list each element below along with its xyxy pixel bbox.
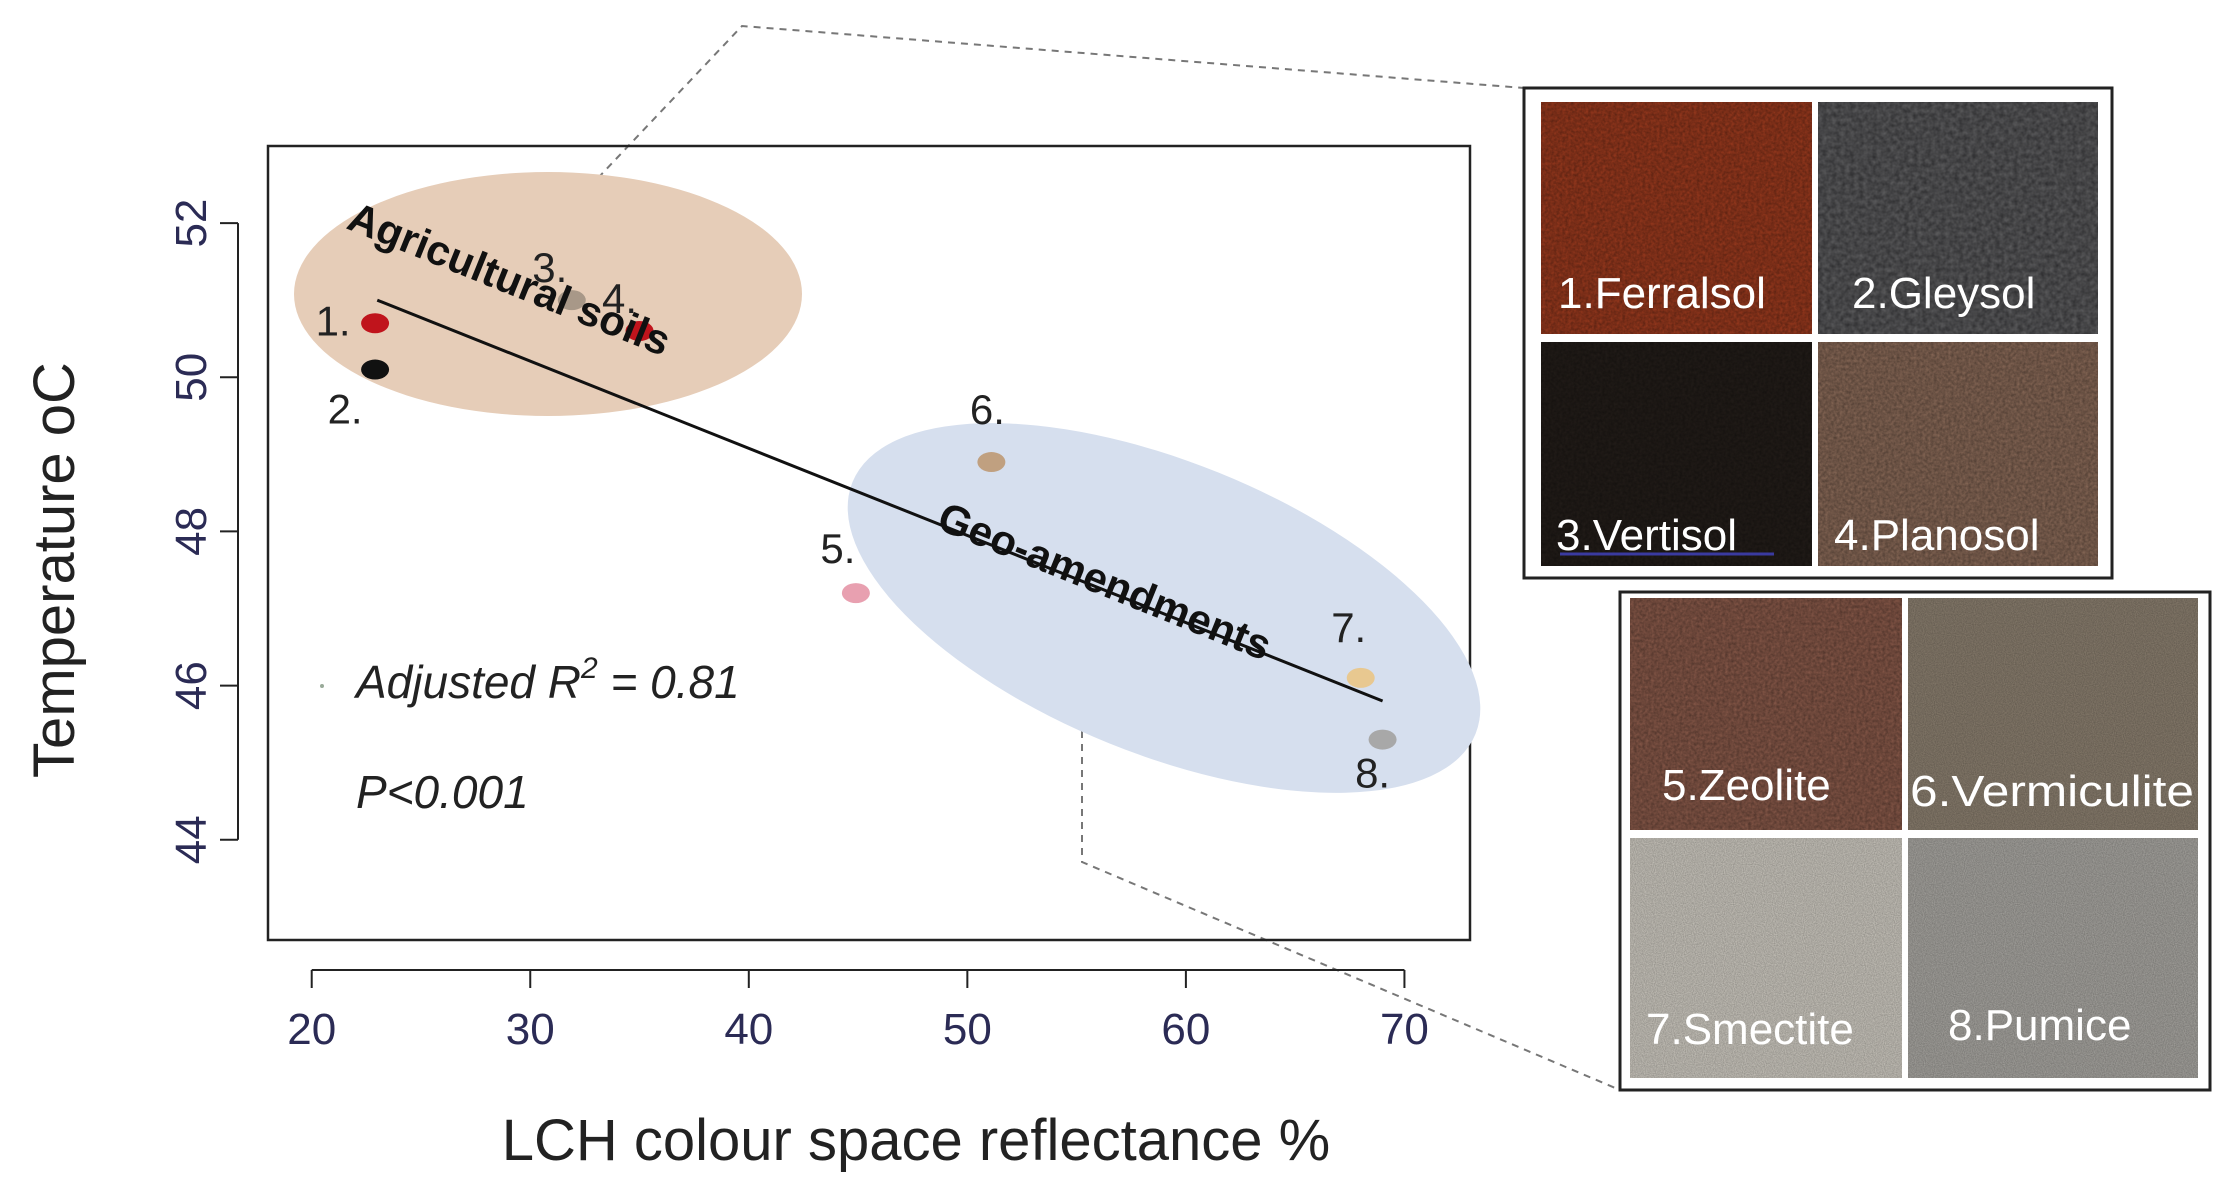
point-label: 5. xyxy=(820,525,855,572)
agricultural-soils-ellipse xyxy=(294,172,802,416)
data-point xyxy=(625,321,654,342)
point-label: 2. xyxy=(328,386,363,433)
x-tick-label: 20 xyxy=(287,1005,336,1054)
pumice-label: 8.Pumice xyxy=(1948,1001,2131,1050)
y-tick-label: 50 xyxy=(167,353,216,402)
ferralsol-texture xyxy=(1541,102,1812,334)
data-point xyxy=(361,359,390,380)
pumice-texture xyxy=(1908,838,2198,1078)
y-tick-label: 48 xyxy=(167,507,216,556)
y-axis-title-unit: oC xyxy=(22,362,87,436)
data-point xyxy=(977,452,1006,473)
sample-tile-planosol: 4.Planosol xyxy=(1818,342,2098,566)
trend-line xyxy=(376,298,1384,703)
gleysol-label: 2.Gleysol xyxy=(1852,269,2035,318)
point-label: 7. xyxy=(1331,604,1366,651)
sample-tile-vertisol: 3.Vertisol xyxy=(1541,342,1812,566)
point-label: 6. xyxy=(970,386,1005,433)
data-point xyxy=(361,313,390,334)
planosol-texture xyxy=(1818,342,2098,566)
sample-tile-smectite: 7.Smectite xyxy=(1630,838,1902,1078)
x-axis: 20 30 40 50 60 70 xyxy=(287,969,1429,1054)
x-tick-label: 40 xyxy=(724,1005,773,1054)
x-tick-label: 50 xyxy=(943,1005,992,1054)
y-axis: 44 46 48 50 52 xyxy=(167,199,239,864)
sample-tile-ferralsol: 1.Ferralsol xyxy=(1541,102,1812,334)
stat-bullet xyxy=(320,684,324,688)
vermiculite-texture xyxy=(1908,598,2198,830)
y-axis-title-unit-gap xyxy=(22,436,87,452)
vermiculite-label: 6.Vermiculite xyxy=(1910,767,2194,816)
geo-amendments-ellipse xyxy=(847,423,1481,793)
plot-frame xyxy=(266,144,1472,942)
point-label: 8. xyxy=(1355,750,1390,797)
vertisol-label: 3.Vertisol xyxy=(1556,511,1737,560)
soil-samples-panel: 1.Ferralsol 2.Gleysol 3.Vertisol 4.Plano… xyxy=(1522,86,2114,580)
ferralsol-label: 1.Ferralsol xyxy=(1558,269,1766,318)
smectite-texture xyxy=(1630,838,1902,1078)
x-tick-label: 30 xyxy=(506,1005,555,1054)
smectite-label: 7.Smectite xyxy=(1646,1005,1854,1054)
connector-soils xyxy=(597,24,1525,179)
data-point xyxy=(1346,667,1375,688)
zeolite-texture xyxy=(1630,598,1902,830)
y-axis-title: Temperature oC xyxy=(22,362,87,778)
data-point xyxy=(1368,729,1397,750)
sample-tile-pumice: 8.Pumice xyxy=(1908,838,2198,1078)
data-points: 1. 2. 3. 4. 5. 6. 7. 8. xyxy=(316,244,1397,797)
p-value: P<0.001 xyxy=(356,766,529,818)
y-tick-label: 46 xyxy=(167,661,216,710)
data-point xyxy=(557,290,586,311)
y-tick-label: 44 xyxy=(167,815,216,864)
planosol-label: 4.Planosol xyxy=(1834,511,2039,560)
connector-lines xyxy=(597,24,1621,1091)
vertisol-texture xyxy=(1541,342,1812,566)
x-tick-label: 70 xyxy=(1380,1005,1429,1054)
zeolite-label: 5.Zeolite xyxy=(1662,761,1831,810)
connector-amendments xyxy=(1081,718,1621,1091)
gleysol-texture xyxy=(1818,102,2098,334)
r2-suffix: = 0.81 xyxy=(598,656,740,708)
point-label: 4. xyxy=(602,275,637,322)
data-point xyxy=(841,583,870,604)
adjusted-r2: Adjusted R2 = 0.81 xyxy=(353,652,740,708)
point-label: 3. xyxy=(532,244,567,291)
r2-superscript: 2 xyxy=(580,652,598,685)
sample-tile-gleysol: 2.Gleysol xyxy=(1818,102,2098,334)
x-tick-label: 60 xyxy=(1161,1005,1210,1054)
amendment-samples-panel: 5.Zeolite 6.Vermiculite 7.Smectite 8.Pum… xyxy=(1618,590,2212,1092)
y-axis-title-main: Temperature xyxy=(22,452,87,778)
x-axis-title: LCH colour space reflectance % xyxy=(502,1108,1331,1173)
r2-prefix: Adjusted R xyxy=(353,656,581,708)
sample-tile-zeolite: 5.Zeolite xyxy=(1630,598,1902,830)
y-tick-label: 52 xyxy=(167,199,216,248)
sample-tile-vermiculite: 6.Vermiculite xyxy=(1908,598,2198,830)
point-label: 1. xyxy=(316,297,351,344)
